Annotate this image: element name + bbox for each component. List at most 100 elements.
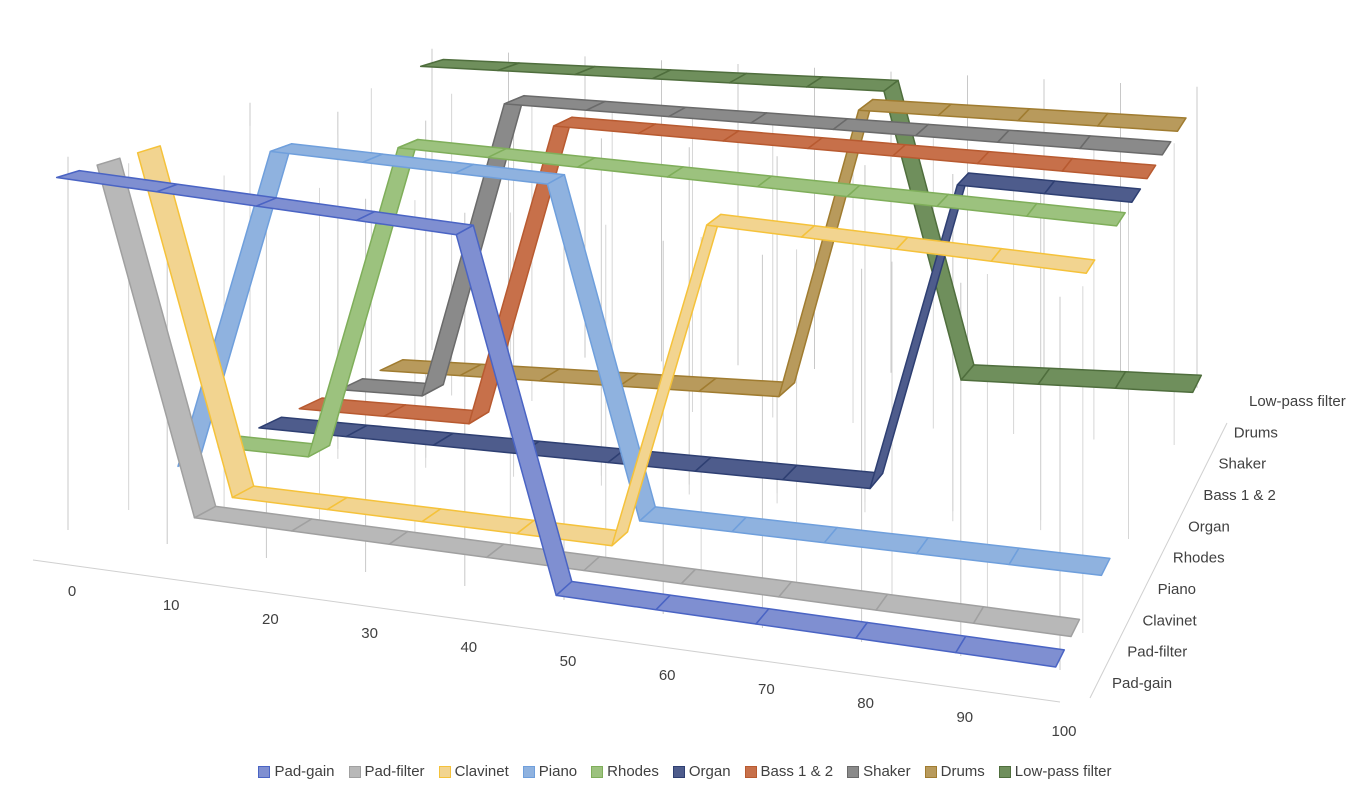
- ribbon-segment-7-8: [997, 129, 1091, 150]
- depth-tick-label: Drums: [1234, 424, 1278, 441]
- legend-item: Piano: [522, 763, 578, 780]
- ribbon-segment-1-5: [583, 555, 697, 585]
- ribbon-segment-9-4: [728, 72, 824, 88]
- series-clavinet: [136, 145, 1096, 547]
- ribbon-segment-7-5: [750, 112, 849, 131]
- x-tick-label: 0: [68, 583, 76, 600]
- legend-swatch: [672, 765, 685, 778]
- ribbon-segment-3-6: [731, 516, 838, 544]
- depth-tick-label: Organ: [1188, 518, 1230, 535]
- ribbon-segment-3-5: [638, 506, 747, 533]
- ribbon-segment-1-9: [972, 606, 1081, 638]
- legend-item: Low-pass filter: [998, 763, 1112, 780]
- ribbon-segment-5-8: [956, 172, 1056, 195]
- depth-tick-label: Shaker: [1219, 456, 1267, 473]
- legend-swatch: [847, 765, 860, 778]
- ribbon-segment-4-5: [666, 166, 773, 188]
- ribbon-segment-0-2: [255, 197, 376, 222]
- legend-swatch: [744, 765, 757, 778]
- ribbon-segment-7-6: [832, 117, 930, 137]
- legend-item: Pad-filter: [348, 763, 425, 780]
- x-tick-label: 10: [163, 597, 180, 614]
- depth-tick-label: Clavinet: [1142, 612, 1197, 629]
- depth-tick-label: Pad-filter: [1127, 644, 1187, 661]
- ribbon-segment-1-6: [680, 568, 793, 598]
- ribbon-segment-8-8: [1017, 108, 1109, 127]
- ribbon-segment-1-7: [778, 580, 889, 611]
- ribbon-segment-4-9: [1026, 202, 1126, 227]
- ribbon-segment-6-9: [1061, 157, 1157, 180]
- legend-item: Shaker: [847, 763, 911, 780]
- legend-item: Pad-gain: [258, 763, 335, 780]
- series-ribbons: [55, 58, 1203, 668]
- ribbon-segment-0-8: [855, 621, 967, 654]
- ribbon-segment-8-6: [857, 98, 952, 117]
- ribbon-segment-4-2: [397, 138, 508, 159]
- x-tick-label: 70: [758, 681, 775, 698]
- ribbon-segment-0-7: [755, 608, 869, 640]
- legend-swatch: [924, 765, 937, 778]
- legend-item: Organ: [672, 763, 731, 780]
- depth-axis-line: [1089, 422, 1228, 699]
- series-pad-gain: [55, 169, 1066, 668]
- legend-swatch: [591, 765, 604, 778]
- ribbon-segment-0-9: [955, 635, 1066, 668]
- ribbon-segment-9-8: [1037, 367, 1127, 390]
- legend-label: Pad-filter: [364, 763, 425, 780]
- x-tick-label: 50: [560, 653, 577, 670]
- x-tick-label: 60: [659, 667, 676, 684]
- ribbon-segment-5-9: [1043, 180, 1142, 204]
- ribbon-segment-8-9: [1097, 112, 1187, 132]
- legend-swatch: [438, 765, 451, 778]
- ribbon-segment-2-7: [800, 225, 909, 250]
- ribbon-segment-3-7: [823, 526, 929, 555]
- series-pad-filter: [96, 157, 1081, 638]
- depth-tick-label: Bass 1 & 2: [1203, 487, 1276, 504]
- ribbon-segment-7-4: [668, 106, 768, 124]
- legend-item: Clavinet: [438, 763, 509, 780]
- legend-label: Shaker: [863, 763, 911, 780]
- ribbon-segment-2-2: [326, 496, 442, 523]
- legend-label: Clavinet: [454, 763, 509, 780]
- legend-swatch: [522, 765, 535, 778]
- ribbon-segment-0-6: [655, 594, 770, 625]
- ribbon-segment-2-1: [231, 485, 348, 511]
- ribbon-segment-1-8: [875, 593, 985, 625]
- depth-tick-label: Pad-gain: [1112, 675, 1172, 692]
- ribbon-segment-8-7: [937, 103, 1031, 122]
- ribbon-segment-1-2: [291, 518, 409, 545]
- legend-label: Pad-gain: [274, 763, 335, 780]
- legend-label: Organ: [688, 763, 731, 780]
- x-tick-label: 100: [1051, 723, 1076, 740]
- ribbon-segment-5-5: [694, 456, 798, 481]
- legend-label: Rhodes: [607, 763, 659, 780]
- ribbon-segment-7-7: [914, 123, 1010, 143]
- legend-swatch: [258, 765, 271, 778]
- chart-legend: Pad-gain Pad-filter Clavinet Piano Rhodes Org…: [0, 763, 1370, 780]
- legend-swatch: [348, 765, 361, 778]
- x-tick-label: 20: [262, 611, 279, 628]
- ribbon-segment-1-1: [193, 505, 313, 532]
- ribbon-segment-7-3: [585, 100, 687, 118]
- ribbon-segment-0-5: [555, 580, 672, 611]
- ribbon-segment-9-9: [1114, 371, 1203, 394]
- ribbon-segment-2-4: [516, 519, 629, 547]
- legend-item: Bass 1 & 2: [744, 763, 833, 780]
- ribbon-segment-4-4: [576, 157, 684, 178]
- x-tick-label: 80: [857, 695, 874, 712]
- ribbon-segment-5-6: [781, 464, 884, 490]
- series-drums: [379, 98, 1187, 398]
- tick-labels: 0 10 20 30 40 50 60 70 80 90 100 Pad-gain Pad-filter…: [68, 393, 1346, 740]
- x-axis-line: [32, 559, 1061, 703]
- x-tick-label: 30: [361, 625, 378, 642]
- depth-tick-label: Piano: [1158, 581, 1196, 598]
- legend-label: Drums: [940, 763, 985, 780]
- ribbon-segment-6-4: [637, 123, 740, 142]
- legend-item: Rhodes: [591, 763, 659, 780]
- axes: [32, 422, 1228, 703]
- ribbon-segment-7-9: [1079, 135, 1172, 156]
- legend-label: Piano: [538, 763, 578, 780]
- legend-label: Low-pass filter: [1014, 763, 1112, 780]
- ribbon-segment-3-9: [1008, 547, 1111, 577]
